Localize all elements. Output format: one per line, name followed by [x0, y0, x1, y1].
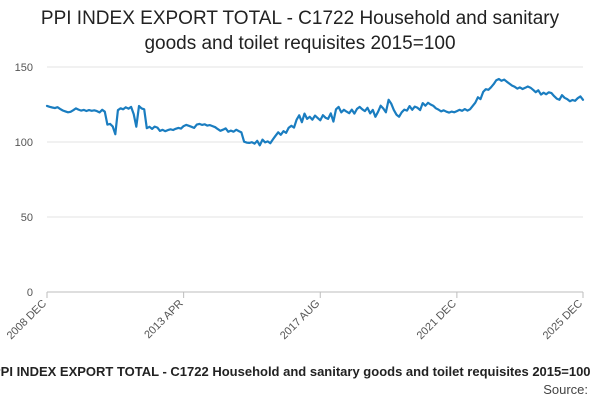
- x-tick-label-1: 2013 APR: [142, 298, 186, 342]
- x-tick-label-2: 2017 AUG: [278, 298, 322, 342]
- series-footer-label: PPI INDEX EXPORT TOTAL - C1722 Household…: [0, 364, 591, 379]
- y-tick-label-100: 100: [15, 137, 33, 149]
- x-tick-label-4: 2025 DEC: [541, 298, 585, 342]
- x-tick-label-0: 2008 DEC: [5, 298, 49, 342]
- y-tick-label-0: 0: [27, 287, 33, 299]
- source-label: Source:: [543, 382, 588, 397]
- y-tick-label-150: 150: [15, 62, 33, 74]
- chart-title: PPI INDEX EXPORT TOTAL - C1722 Household…: [40, 8, 560, 54]
- series-line-0: [45, 77, 585, 147]
- x-tick-label-3: 2021 DEC: [415, 298, 459, 342]
- y-tick-label-50: 50: [21, 212, 33, 224]
